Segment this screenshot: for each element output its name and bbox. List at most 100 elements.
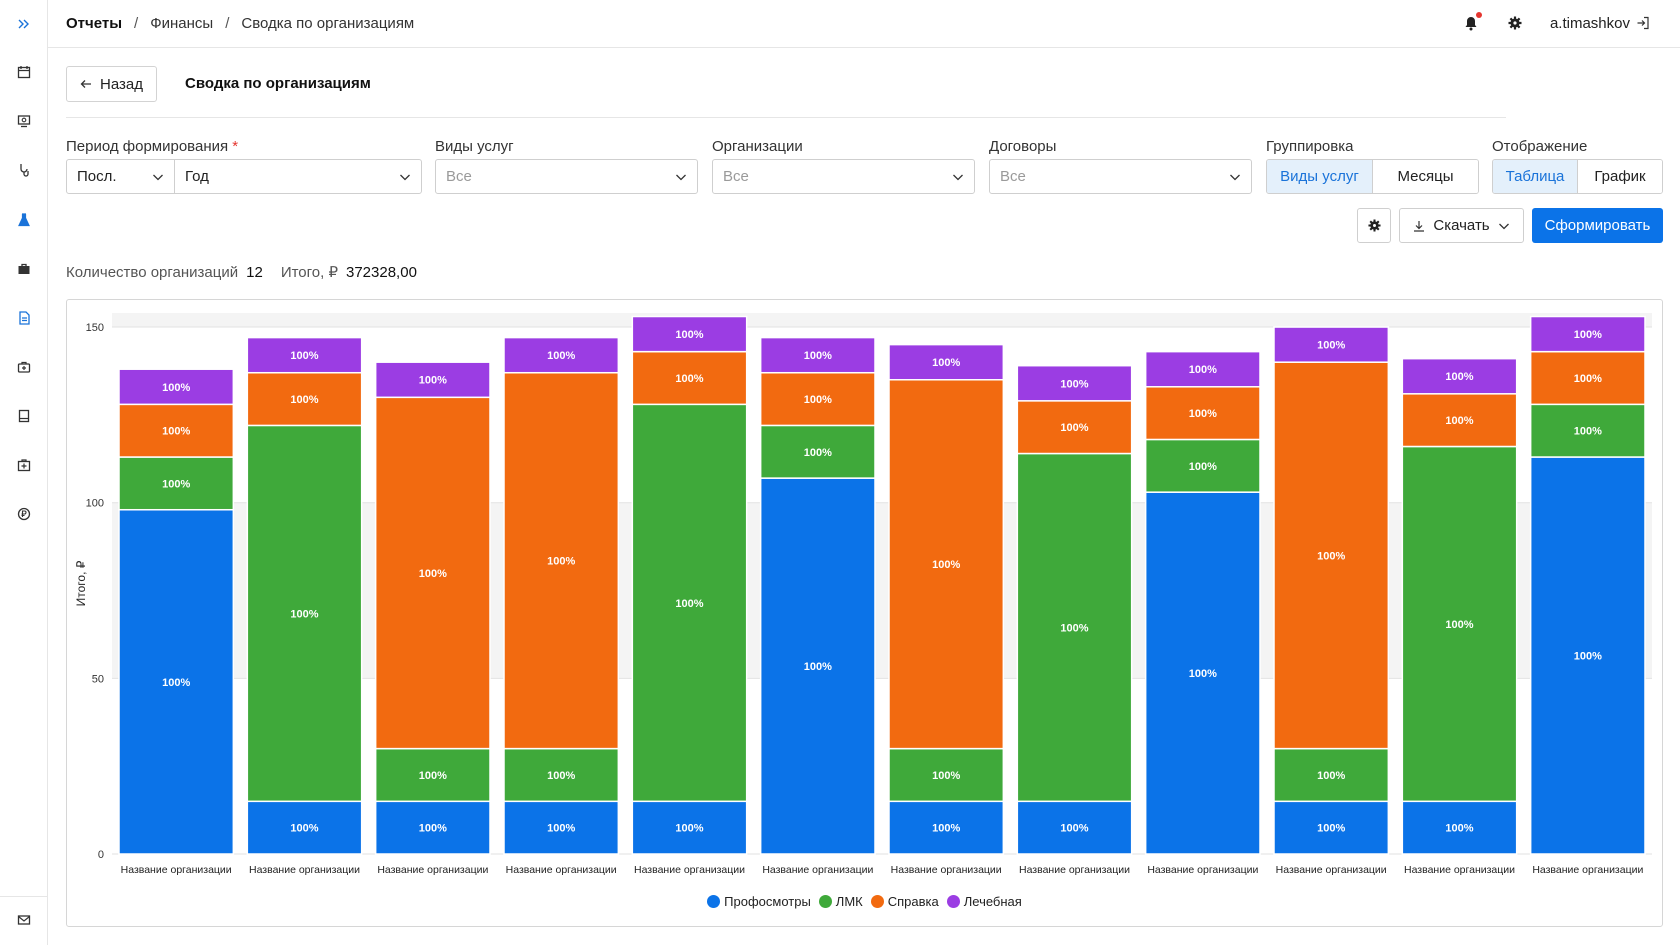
- bar-data-label: 100%: [1060, 622, 1088, 634]
- breadcrumb-separator: /: [225, 15, 230, 32]
- bar-data-label: 100%: [932, 770, 960, 782]
- period-mode-select[interactable]: Посл.: [66, 159, 175, 194]
- book-icon[interactable]: [14, 406, 34, 426]
- display-option-table[interactable]: Таблица: [1493, 160, 1577, 193]
- grouping-option-months[interactable]: Месяцы: [1372, 160, 1478, 193]
- grouping-toggle: Виды услуг Месяцы: [1266, 159, 1479, 194]
- settings-button[interactable]: [1506, 14, 1524, 32]
- bar-segment: [888, 378, 1005, 750]
- contracts-select[interactable]: Все: [989, 159, 1252, 194]
- bar-segment: [118, 508, 235, 855]
- medical-case-icon[interactable]: [14, 357, 34, 377]
- bar-segment: [759, 477, 876, 855]
- x-tick-label: Название организации: [249, 864, 360, 876]
- bar-data-label: 100%: [1317, 770, 1345, 782]
- bar-segment: [1401, 393, 1518, 448]
- legend-swatch: [818, 895, 832, 908]
- breadcrumb-current: Сводка по организациям: [241, 15, 415, 32]
- org-count-value: 12: [246, 264, 263, 281]
- bar-data-label: 100%: [1317, 340, 1345, 352]
- ruble-icon[interactable]: [14, 504, 34, 524]
- breadcrumb: Отчеты / Финансы / Сводка по организация…: [66, 15, 414, 32]
- chart-settings-button[interactable]: [1357, 208, 1391, 243]
- chevron-down-icon: [400, 174, 410, 180]
- legend-item[interactable]: Справка: [870, 894, 939, 909]
- logout-icon[interactable]: [1636, 16, 1650, 30]
- bar-data-label: 100%: [1060, 378, 1088, 390]
- download-button[interactable]: Скачать: [1399, 208, 1524, 243]
- services-placeholder: Все: [446, 168, 472, 185]
- expand-sidebar-icon[interactable]: [14, 14, 34, 34]
- chevron-down-icon: [676, 174, 686, 180]
- flask-icon[interactable]: [14, 210, 34, 230]
- grouping-label: Группировка: [1266, 138, 1354, 155]
- bar-data-label: 100%: [162, 677, 190, 689]
- contracts-placeholder: Все: [1000, 168, 1026, 185]
- notifications-button[interactable]: [1462, 12, 1482, 33]
- legend-label: Справка: [887, 894, 939, 909]
- bar-segment: [1273, 361, 1390, 750]
- bar-data-label: 100%: [1445, 415, 1473, 427]
- display-option-chart[interactable]: График: [1577, 160, 1662, 193]
- bar-data-label: 100%: [419, 823, 447, 835]
- x-tick-label: Название организации: [1147, 864, 1258, 876]
- bar-segment: [1016, 364, 1133, 402]
- bar-data-label: 100%: [1060, 422, 1088, 434]
- y-tick-label: 100: [86, 498, 104, 510]
- bar-segment: [1273, 326, 1390, 363]
- bar-segment: [503, 747, 620, 803]
- back-button[interactable]: Назад: [66, 66, 157, 102]
- bar-segment: [118, 368, 235, 406]
- display-label: Отображение: [1492, 138, 1588, 155]
- reports-document-icon[interactable]: [14, 308, 34, 328]
- bar-data-label: 100%: [1189, 408, 1217, 420]
- notification-dot: [1475, 12, 1482, 18]
- bar-data-label: 100%: [1060, 823, 1088, 835]
- monitor-icon[interactable]: [14, 111, 34, 131]
- bar-data-label: 100%: [804, 661, 832, 673]
- bar-data-label: 100%: [1574, 373, 1602, 385]
- bar-segment: [1401, 800, 1518, 855]
- breadcrumb-reports[interactable]: Отчеты: [66, 15, 123, 32]
- bar-segment: [1401, 357, 1518, 395]
- services-select[interactable]: Все: [435, 159, 698, 194]
- bar-segment: [759, 424, 876, 479]
- orgs-label: Организации: [712, 138, 803, 155]
- bar-data-label: 100%: [290, 350, 318, 362]
- briefcase-icon[interactable]: [14, 259, 34, 279]
- chevron-down-icon: [1230, 174, 1240, 180]
- legend-item[interactable]: Профосмотры: [707, 894, 811, 909]
- orgs-select[interactable]: Все: [712, 159, 975, 194]
- chevron-down-icon: [153, 174, 163, 180]
- period-value: Год: [185, 168, 209, 185]
- bar-segment: [503, 371, 620, 750]
- stethoscope-icon[interactable]: [14, 160, 34, 180]
- legend-item[interactable]: ЛМК: [818, 894, 863, 909]
- chevron-down-icon: [1498, 223, 1509, 229]
- bar-data-label: 100%: [1574, 426, 1602, 438]
- mail-icon[interactable]: [14, 910, 34, 930]
- total-label: Итого, ₽: [280, 264, 338, 281]
- total-value: 372328,00: [346, 264, 417, 281]
- first-aid-icon[interactable]: [14, 455, 34, 475]
- bar-segment: [631, 350, 748, 406]
- bar-segment: [118, 456, 235, 511]
- legend-item[interactable]: Лечебная: [946, 894, 1022, 909]
- grouping-option-services[interactable]: Виды услуг: [1267, 160, 1372, 193]
- bar-segment: [1529, 350, 1646, 406]
- breadcrumb-finance[interactable]: Финансы: [150, 15, 214, 32]
- bar-segment: [1529, 315, 1646, 353]
- user-menu[interactable]: a.timashkov: [1550, 15, 1650, 32]
- period-value-select[interactable]: Год: [174, 159, 422, 194]
- y-tick-label: 150: [86, 322, 104, 334]
- bar-segment: [1144, 491, 1261, 855]
- bar-data-label: 100%: [290, 823, 318, 835]
- sidebar: [0, 0, 48, 945]
- calendar-icon[interactable]: [14, 62, 34, 82]
- generate-button[interactable]: Сформировать: [1532, 208, 1663, 243]
- bar-data-label: 100%: [290, 608, 318, 620]
- bar-data-label: 100%: [1445, 823, 1473, 835]
- bar-segment: [374, 747, 491, 803]
- bar-segment: [631, 403, 748, 803]
- bar-data-label: 100%: [804, 350, 832, 362]
